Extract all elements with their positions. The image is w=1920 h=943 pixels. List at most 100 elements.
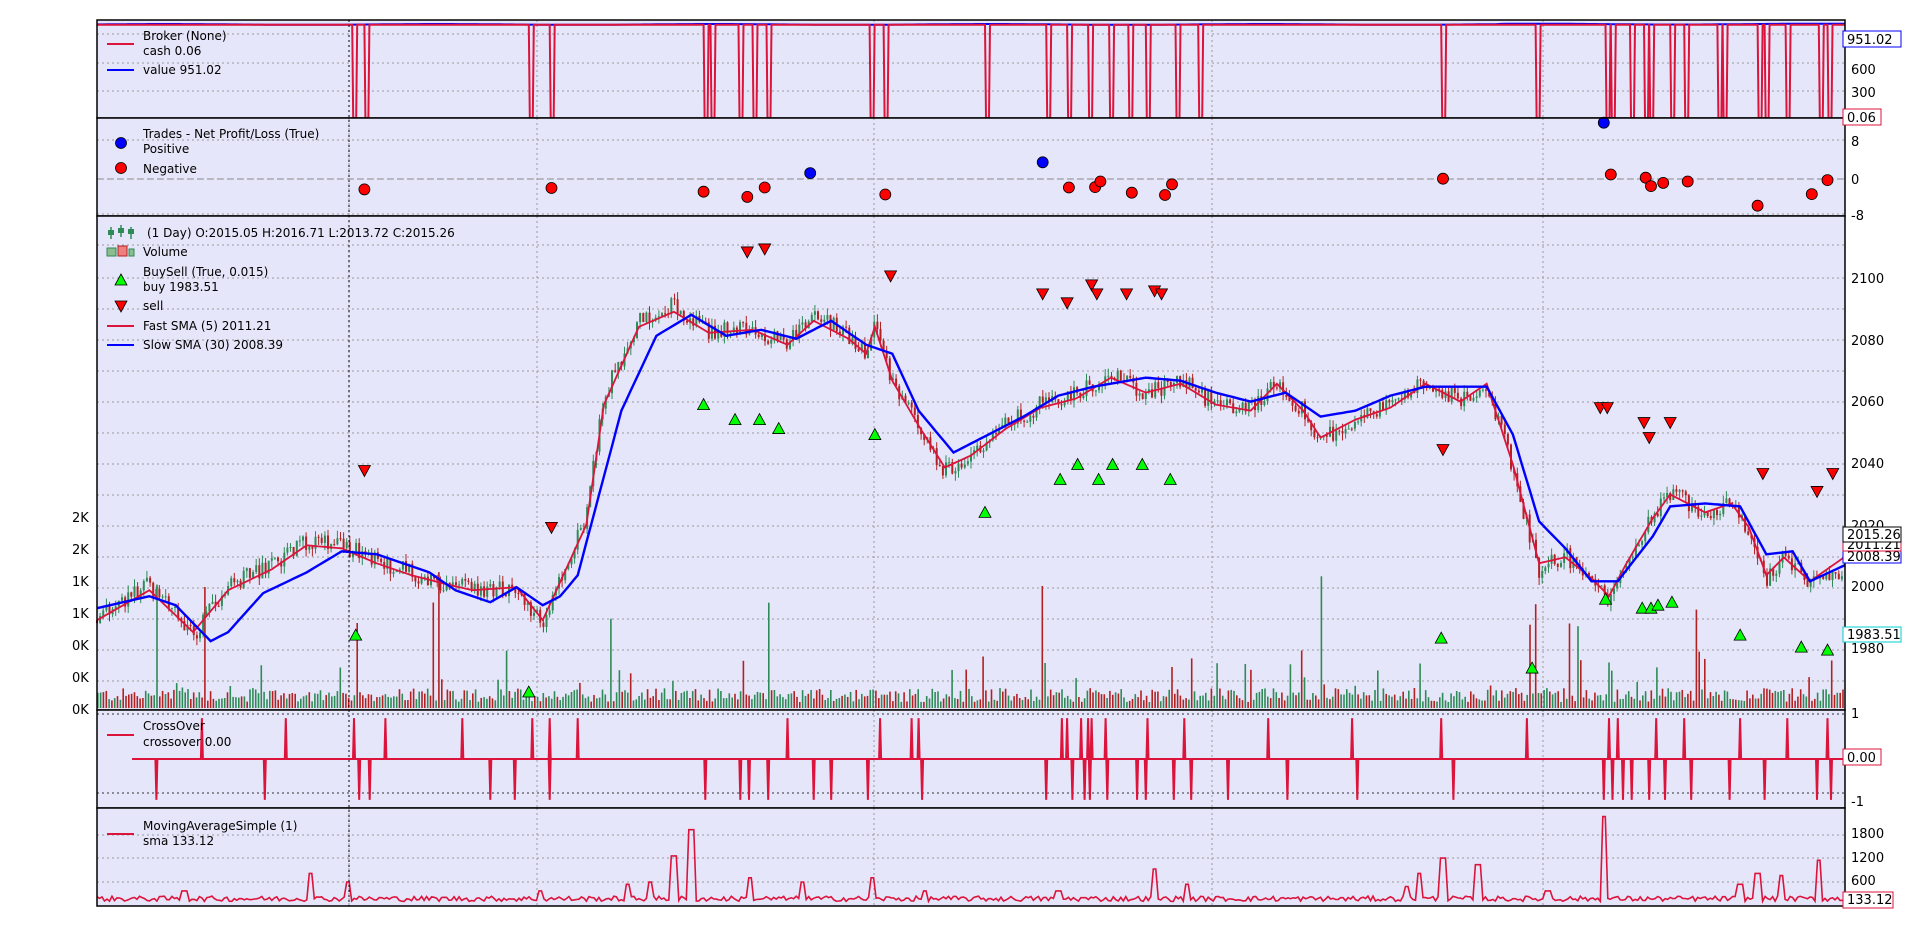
volume-bar [739,691,742,708]
candle-body [848,327,851,344]
volume-bar [412,688,415,708]
volume-bar [1252,699,1255,708]
volume-ytick-4: 0K [72,639,89,654]
candle-body [707,322,710,339]
candle-body [1210,391,1213,404]
volume-bar [852,701,855,708]
candle-body [957,463,960,472]
candle-body [202,614,205,633]
candle-body [420,577,423,584]
candle-body [564,569,567,581]
volume-bar [1735,699,1737,708]
trade-negative-10 [1159,189,1171,201]
volume-bar [235,697,237,708]
volume-bar [982,656,984,708]
volume-bar [615,692,618,708]
volume-bar [528,689,530,708]
candle-body [283,552,286,567]
volume-bar [316,693,319,708]
volume-bar [232,696,234,708]
trades-legend-negative: Negative [143,162,197,176]
candle-body [664,313,667,315]
volume-bar [1360,698,1362,708]
volume-bar [1424,690,1427,708]
candle-body [1697,506,1700,517]
volume-bar [584,698,587,708]
sell-marker-6 [1060,297,1074,310]
candle-body [417,581,420,584]
candle-body [632,338,635,343]
volume-bar [1112,694,1114,708]
volume-bar [1712,696,1715,708]
volume-bar [1030,689,1032,708]
volume-bar [821,694,824,708]
candle-body [1413,391,1416,394]
candle-body [526,602,529,605]
volume-bar [976,700,979,708]
volume-bar [1749,698,1751,708]
volume-bar [536,696,539,708]
volume-bar [452,690,454,708]
candle-body [1269,382,1272,389]
volume-bar [570,692,573,708]
volume-bar [511,697,513,708]
volume-bar [1185,698,1187,708]
volume-bar [1100,694,1103,708]
crossover-panel: CrossOver crossover 0.00 1 0.00 -1 [96,707,1882,810]
volume-bar [1227,690,1230,708]
candle-body [498,581,501,588]
volume-bar [1791,688,1793,708]
sell-marker-1 [544,521,559,535]
volume-bar [849,691,852,708]
volume-bar [1715,691,1717,708]
trade-negative-19 [1805,188,1818,201]
volume-bar [1467,701,1469,708]
volume-bar [962,701,965,708]
volume-bar [742,660,745,708]
volume-bar [1486,689,1489,708]
volume-bar [1241,700,1244,708]
crossover-last-box [1842,748,1882,766]
candle-body [1378,402,1381,417]
trades-ytick-minus-8: -8 [1851,209,1864,224]
candle-body [567,564,570,569]
volume-bar [748,695,750,708]
volume-bar [1148,702,1151,708]
volume-bar [164,694,167,708]
candle-body [982,450,985,453]
candle-body [1716,509,1718,516]
sell-marker-14 [1600,402,1614,415]
candle-body [208,603,211,612]
candle-body [127,592,130,607]
volume-bar [762,693,764,708]
buy-marker-4 [752,412,767,425]
candle-body [542,622,545,627]
volume-bar [1275,692,1278,708]
candle-body [963,464,966,468]
candle-body [545,615,548,627]
candle-body [149,577,152,583]
volume-bar [954,698,956,708]
volume-bar [362,695,364,708]
candle-body [1144,391,1147,399]
candle-body [286,547,289,553]
candle-body [189,624,192,626]
volume-bar [221,698,223,708]
volume-bar [567,695,570,708]
volume-bar [1647,701,1650,708]
volume-bar [1842,689,1844,708]
volume-bar [979,699,982,708]
volume-bar [1413,688,1416,708]
volume-bar [150,695,153,708]
volume-bar [441,679,443,708]
volume-bar [1365,695,1368,708]
volume-bar [1498,700,1500,708]
volume-bar [1154,691,1156,708]
candle-body [470,581,473,590]
broker-legend: Broker (None) cash 0.06 value 951.02 [107,29,227,77]
volume-bar [765,699,767,708]
volume-bar [381,695,384,708]
volume-bar [204,587,206,708]
volume-bar [1083,698,1086,708]
volume-bar [1701,689,1703,708]
